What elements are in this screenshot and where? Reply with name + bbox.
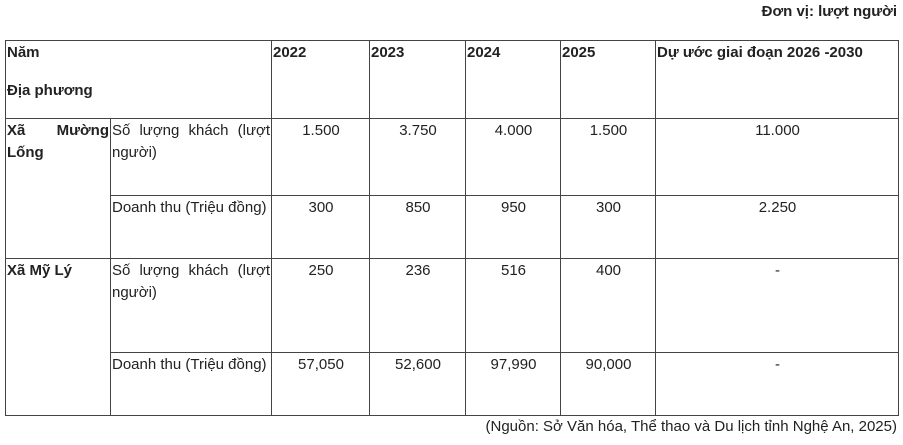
- table-body: Năm Địa phương 2022 2023 2024 2025 Dự ướ…: [5, 40, 899, 416]
- column-header: 2023: [369, 40, 466, 119]
- data-row: Xã Mỹ Lý Số lượng khách (lượt người) 250 23…: [5, 258, 899, 416]
- value-cell: 1.500: [271, 118, 370, 196]
- column-header: 2024: [465, 40, 561, 119]
- metric-label: Số lượng khách (lượt người): [110, 258, 272, 353]
- value-cell: 950: [465, 195, 561, 259]
- value-cell: 57,050: [271, 352, 370, 416]
- source-note: (Nguồn: Sở Văn hóa, Thể thao và Du lịch …: [485, 418, 898, 435]
- value-cell: 300: [271, 195, 370, 259]
- data-table: Năm Địa phương 2022 2023 2024 2025 Dự ướ…: [5, 40, 899, 416]
- column-header: 2022: [271, 40, 370, 119]
- value-cell: 11.000: [655, 118, 899, 196]
- region-cell: Xã Mỹ Lý: [5, 258, 111, 416]
- value-cell: 2.250: [655, 195, 899, 259]
- value-cell: 516: [465, 258, 561, 353]
- value-cell: 90,000: [560, 352, 656, 416]
- column-header: 2025: [560, 40, 656, 119]
- region-label: Địa phương: [7, 82, 93, 99]
- value-cell: 52,600: [369, 352, 466, 416]
- unit-label: Đơn vị: lượt người: [761, 3, 897, 20]
- data-row: Xã Mường Lống Số lượng khách (lượt người)…: [5, 118, 899, 259]
- value-cell: 250: [271, 258, 370, 353]
- column-header: Dự ước giai đoạn 2026 -2030: [655, 40, 899, 119]
- value-cell: 300: [560, 195, 656, 259]
- header-row: Năm Địa phương 2022 2023 2024 2025 Dự ướ…: [5, 40, 899, 119]
- value-cell: 97,990: [465, 352, 561, 416]
- value-cell: 3.750: [369, 118, 466, 196]
- region-cell: Xã Mường Lống: [5, 118, 111, 259]
- value-cell: -: [655, 352, 899, 416]
- value-cell: 1.500: [560, 118, 656, 196]
- header-cell: Năm Địa phương: [5, 40, 272, 119]
- data-row: Doanh thu (Triệu đồng) 300 850 950 300 2.250: [6, 195, 899, 259]
- metric-label: Doanh thu (Triệu đồng): [110, 352, 272, 416]
- value-cell: 236: [369, 258, 466, 353]
- value-cell: 400: [560, 258, 656, 353]
- value-cell: 4.000: [465, 118, 561, 196]
- metric-label: Doanh thu (Triệu đồng): [110, 195, 272, 259]
- data-row: Doanh thu (Triệu đồng) 57,050 52,600 97,990…: [6, 352, 899, 416]
- value-cell: -: [655, 258, 899, 353]
- year-label: Năm: [7, 44, 40, 61]
- metric-label: Số lượng khách (lượt người): [110, 118, 272, 196]
- value-cell: 850: [369, 195, 466, 259]
